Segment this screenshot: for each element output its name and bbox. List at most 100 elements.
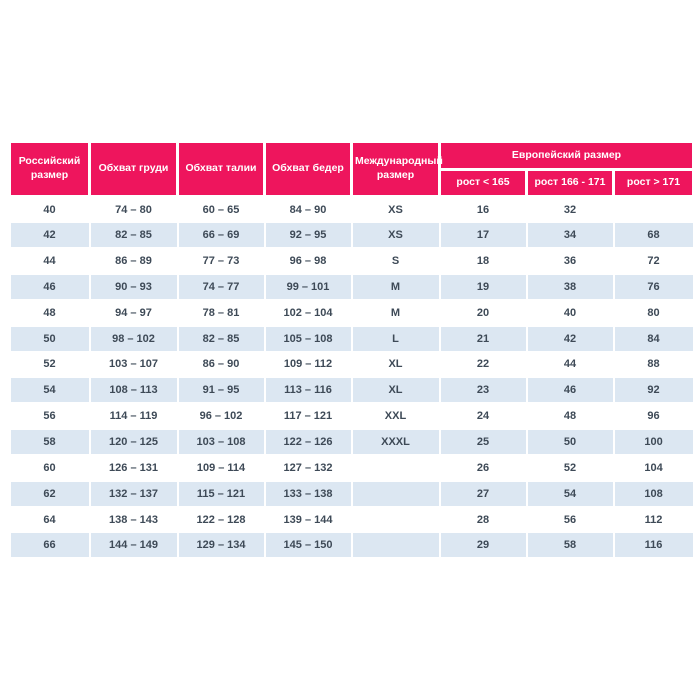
table-cell: 27 xyxy=(438,479,528,508)
table-cell xyxy=(350,505,441,534)
table-cell: 54 xyxy=(8,376,91,405)
table-cell: 103 – 107 xyxy=(88,350,179,379)
header-chest: Обхват груди xyxy=(88,140,179,198)
table-cell: 18 xyxy=(438,247,528,276)
size-chart-table: Российский размер Обхват груди Обхват та… xyxy=(8,140,696,560)
table-cell: 92 xyxy=(612,376,695,405)
header-height-under-165: рост < 165 xyxy=(438,168,528,198)
table-cell: 26 xyxy=(438,453,528,482)
table-cell: 96 xyxy=(612,402,695,431)
table-cell: 42 xyxy=(8,221,91,250)
table-cell: 100 xyxy=(612,428,695,456)
table-row: 46 90 – 93 74 – 77 99 – 101 M 19 38 76 xyxy=(8,273,695,301)
table-cell: 91 – 95 xyxy=(176,376,266,405)
table-cell: XXL xyxy=(350,402,441,431)
header-height-166-171: рост 166 - 171 xyxy=(525,168,615,198)
table-cell xyxy=(350,531,441,560)
table-cell: 17 xyxy=(438,221,528,250)
table-cell: 56 xyxy=(525,505,615,534)
table-cell: 103 – 108 xyxy=(176,428,266,456)
table-cell: 86 – 89 xyxy=(88,247,179,276)
table-cell: 54 xyxy=(525,479,615,508)
table-cell: 96 – 102 xyxy=(176,402,266,431)
table-cell: 122 – 126 xyxy=(263,428,353,456)
table-cell: 133 – 138 xyxy=(263,479,353,508)
table-cell: 84 – 90 xyxy=(263,195,353,224)
table-cell: 77 – 73 xyxy=(176,247,266,276)
table-cell: 145 – 150 xyxy=(263,531,353,560)
table-cell xyxy=(350,453,441,482)
table-cell: 46 xyxy=(525,376,615,405)
table-cell: 80 xyxy=(612,298,695,327)
table-cell: 52 xyxy=(525,453,615,482)
table-cell: 84 xyxy=(612,324,695,353)
table-cell: 40 xyxy=(525,298,615,327)
table-cell: 78 – 81 xyxy=(176,298,266,327)
table-cell: 48 xyxy=(8,298,91,327)
table-cell: 132 – 137 xyxy=(88,479,179,508)
table-cell: XL xyxy=(350,376,441,405)
table-cell: 25 xyxy=(438,428,528,456)
table-cell: 66 xyxy=(8,531,91,560)
table-cell: 68 xyxy=(612,221,695,250)
table-cell: 108 xyxy=(612,479,695,508)
table-cell: 90 – 93 xyxy=(88,273,179,301)
table-cell: XS xyxy=(350,195,441,224)
table-cell: 120 – 125 xyxy=(88,428,179,456)
table-cell: L xyxy=(350,324,441,353)
table-cell: 62 xyxy=(8,479,91,508)
table-cell: 38 xyxy=(525,273,615,301)
table-cell: 58 xyxy=(525,531,615,560)
table-cell: XL xyxy=(350,350,441,379)
table-cell: 32 xyxy=(525,195,615,224)
table-cell: 40 xyxy=(8,195,91,224)
table-cell xyxy=(612,195,695,224)
table-cell: XS xyxy=(350,221,441,250)
table-cell: 122 – 128 xyxy=(176,505,266,534)
table-cell: 82 – 85 xyxy=(176,324,266,353)
table-body: 40 74 – 80 60 – 65 84 – 90 XS 16 32 42 82 – 85 66… xyxy=(8,195,695,560)
table-cell: 28 xyxy=(438,505,528,534)
table-cell: 46 xyxy=(8,273,91,301)
table-cell: 64 xyxy=(8,505,91,534)
table-row: 58 120 – 125 103 – 108 122 – 126 XXXL 25 50 100 xyxy=(8,428,695,456)
table-cell: 44 xyxy=(525,350,615,379)
table-cell: 48 xyxy=(525,402,615,431)
table-row: 66 144 – 149 129 – 134 145 – 150 29 58 116 xyxy=(8,531,695,560)
table-cell: 19 xyxy=(438,273,528,301)
table-cell: 94 – 97 xyxy=(88,298,179,327)
table-row: 52 103 – 107 86 – 90 109 – 112 XL 22 44 88 xyxy=(8,350,695,379)
table-cell: 50 xyxy=(8,324,91,353)
table-cell: 102 – 104 xyxy=(263,298,353,327)
table-cell: 52 xyxy=(8,350,91,379)
table-cell: 21 xyxy=(438,324,528,353)
table-cell: 88 xyxy=(612,350,695,379)
table-cell: 126 – 131 xyxy=(88,453,179,482)
header-height-over-171: рост > 171 xyxy=(611,168,696,198)
table-cell: 109 – 114 xyxy=(176,453,266,482)
table-cell: 114 – 119 xyxy=(88,402,179,431)
table-cell: 23 xyxy=(438,376,528,405)
table-cell: 129 – 134 xyxy=(176,531,266,560)
table-cell: 108 – 113 xyxy=(88,376,179,405)
table-cell: 105 – 108 xyxy=(263,324,353,353)
table-row: 48 94 – 97 78 – 81 102 – 104 M 20 40 80 xyxy=(8,298,695,327)
table-row: 50 98 – 102 82 – 85 105 – 108 L 21 42 84 xyxy=(8,324,695,353)
table-cell: 60 – 65 xyxy=(176,195,266,224)
table-cell: 116 xyxy=(612,531,695,560)
header-waist: Обхват талии xyxy=(176,140,266,198)
header-russian-size: Российский размер xyxy=(8,140,91,198)
table-cell: 109 – 112 xyxy=(263,350,353,379)
table-cell: 117 – 121 xyxy=(263,402,353,431)
table-cell: M xyxy=(350,298,441,327)
table-cell: 104 xyxy=(612,453,695,482)
table-cell: 99 – 101 xyxy=(263,273,353,301)
table-cell: 50 xyxy=(525,428,615,456)
header-international-size: Международный размер xyxy=(350,140,443,198)
header-hips: Обхват бедер xyxy=(263,140,353,198)
table-cell: 98 – 102 xyxy=(88,324,179,353)
header-european-size: Европейский размер xyxy=(437,140,696,171)
table-row: 54 108 – 113 91 – 95 113 – 116 XL 23 46 92 xyxy=(8,376,695,405)
table-cell: 74 – 80 xyxy=(88,195,179,224)
